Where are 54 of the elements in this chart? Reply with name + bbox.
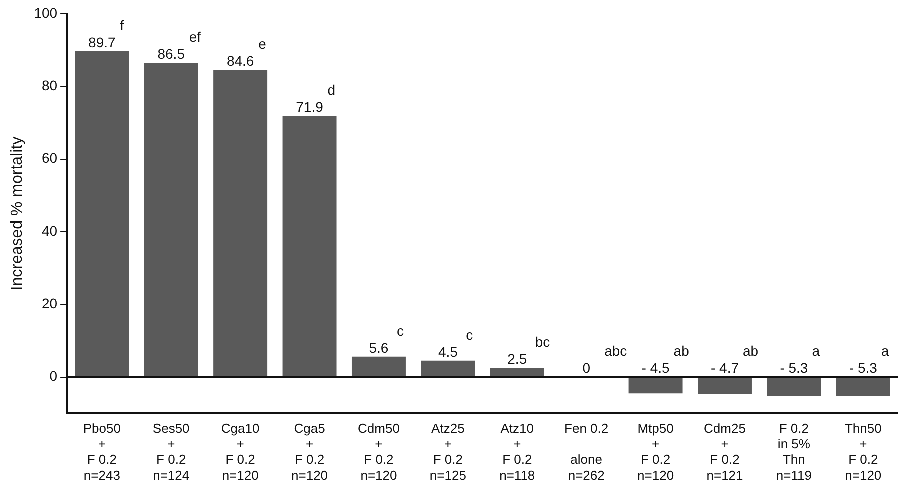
data-label: - 4.7 <box>710 360 740 376</box>
y-tick-label: 80 <box>42 78 58 94</box>
x-tick-label: Atz25 + F 0.2 n=125 <box>430 420 466 483</box>
annotation: ab <box>742 343 759 360</box>
y-tick-label: 0 <box>50 368 58 384</box>
data-label: 0 <box>582 360 591 376</box>
annotation: abc <box>604 343 628 360</box>
x-tick-label: Pbo50 + F 0.2 n=243 <box>83 420 121 483</box>
y-axis-title: Increased % mortality <box>9 136 26 291</box>
x-tick-label: Cdm25 + F 0.2 n=121 <box>704 420 746 483</box>
data-label: 2.5 <box>508 351 528 368</box>
annotation: bc <box>535 334 550 350</box>
annotation: c <box>466 326 474 343</box>
bar <box>490 368 544 377</box>
bar <box>214 70 268 377</box>
data-label: - 5.3 <box>780 360 808 376</box>
annotation: c <box>396 322 404 339</box>
bar <box>628 378 683 394</box>
data-label: 5.6 <box>369 340 389 356</box>
data-label: - 4.5 <box>642 360 670 376</box>
data-label: 71.9 <box>296 98 324 115</box>
annotation: e <box>258 36 267 52</box>
bar <box>144 63 198 377</box>
x-tick-label: Thn50 + F 0.2 n=120 <box>844 420 882 483</box>
annotation: a <box>812 343 820 360</box>
x-tick-label: Cga10 + F 0.2 n=120 <box>221 420 260 483</box>
bar <box>698 378 752 394</box>
annotation: ef <box>189 28 202 45</box>
x-tick-label: Cga5 + F 0.2 n=120 <box>292 420 328 483</box>
annotation: d <box>328 82 336 98</box>
data-label: 86.5 <box>158 46 186 62</box>
x-tick-label: Mtp50 + F 0.2 n=120 <box>638 420 674 483</box>
y-tick-label: 20 <box>42 295 58 312</box>
bar <box>836 378 890 397</box>
bar <box>75 51 130 377</box>
category-label: Fen 0.2 alone n=262 <box>564 420 609 483</box>
x-tick-label: Atz10 + F 0.2 n=118 <box>500 420 536 483</box>
annotation: ab <box>674 343 690 360</box>
data-label: - 5.3 <box>849 360 878 376</box>
bar <box>282 116 337 377</box>
y-tick-label: 100 <box>34 4 58 21</box>
data-label: 4.5 <box>438 344 458 360</box>
bar <box>352 356 406 377</box>
y-tick-label: 60 <box>42 150 58 166</box>
x-tick-label: Ses50 + F 0.2 n=124 <box>152 420 190 483</box>
bar <box>421 360 476 377</box>
x-tick-label: Cdm50 + F 0.2 n=120 <box>358 420 400 483</box>
annotation: f <box>120 17 124 34</box>
y-tick-label: 40 <box>42 222 58 239</box>
bar <box>767 378 822 397</box>
annotation: a <box>881 343 890 360</box>
x-tick-label: F 0.2 in 5% Thn n=119 <box>776 420 812 483</box>
data-label: 84.6 <box>226 52 254 69</box>
data-label: 89.7 <box>88 34 116 50</box>
